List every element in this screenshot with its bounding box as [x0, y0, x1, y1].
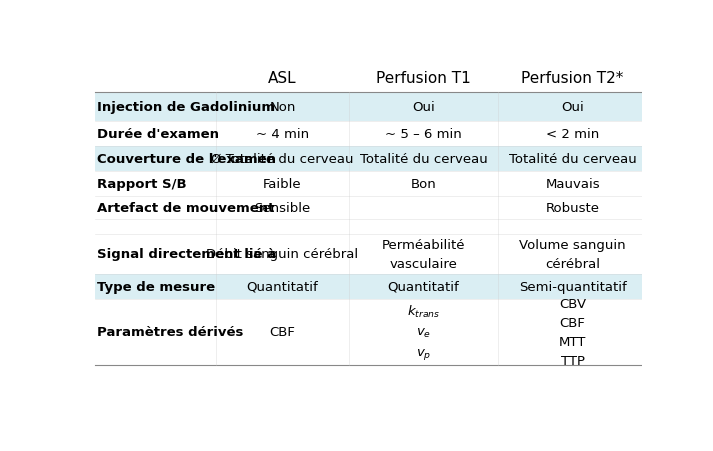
- Text: Oui: Oui: [561, 101, 584, 114]
- Text: Semi-quantitatif: Semi-quantitatif: [519, 280, 627, 293]
- Text: Perfusion T1: Perfusion T1: [376, 71, 471, 86]
- Bar: [95, 147, 642, 172]
- Text: Sensible: Sensible: [255, 202, 311, 215]
- Text: CBV
CBF
MTT
TTP: CBV CBF MTT TTP: [559, 297, 586, 367]
- Text: Couverture de l'examen: Couverture de l'examen: [98, 153, 277, 166]
- Text: Artefact de mouvement: Artefact de mouvement: [98, 202, 275, 215]
- Text: Oui: Oui: [412, 101, 435, 114]
- Bar: [95, 274, 642, 299]
- Text: Faible: Faible: [263, 178, 302, 191]
- Text: ASL: ASL: [268, 71, 297, 86]
- Text: Totalité du cerveau: Totalité du cerveau: [359, 153, 487, 166]
- Text: Rapport S/B: Rapport S/B: [98, 178, 187, 191]
- Text: Quantitatif: Quantitatif: [388, 280, 459, 293]
- Text: ~ 4 min: ~ 4 min: [256, 128, 309, 141]
- Text: Bon: Bon: [411, 178, 436, 191]
- Text: Paramètres dérivés: Paramètres dérivés: [98, 326, 244, 338]
- Text: Durée d'examen: Durée d'examen: [98, 128, 220, 141]
- Text: ~ 5 – 6 min: ~ 5 – 6 min: [385, 128, 462, 141]
- Text: Injection de Gadolinium: Injection de Gadolinium: [98, 101, 275, 114]
- Text: Robuste: Robuste: [545, 202, 600, 215]
- Text: Perfusion T2*: Perfusion T2*: [521, 71, 624, 86]
- Text: Perméabilité
vasculaire: Perméabilité vasculaire: [381, 238, 465, 270]
- Text: Non: Non: [270, 101, 296, 114]
- Text: CBF: CBF: [270, 326, 295, 338]
- Text: Volume sanguin
cérébral: Volume sanguin cérébral: [519, 238, 626, 270]
- Text: Ø Totalité du cerveau: Ø Totalité du cerveau: [211, 153, 354, 166]
- Text: Totalité du cerveau: Totalité du cerveau: [509, 153, 637, 166]
- Text: Quantitatif: Quantitatif: [247, 280, 319, 293]
- Text: Type de mesure: Type de mesure: [98, 280, 215, 293]
- Text: Mauvais: Mauvais: [545, 178, 600, 191]
- Text: $k_{trans}$
$v_e$
$v_p$: $k_{trans}$ $v_e$ $v_p$: [407, 303, 440, 361]
- Text: < 2 min: < 2 min: [546, 128, 599, 141]
- Bar: [95, 93, 642, 122]
- Text: Débit sanguin cérébral: Débit sanguin cérébral: [207, 248, 359, 261]
- Text: Signal directement lié à: Signal directement lié à: [98, 248, 277, 261]
